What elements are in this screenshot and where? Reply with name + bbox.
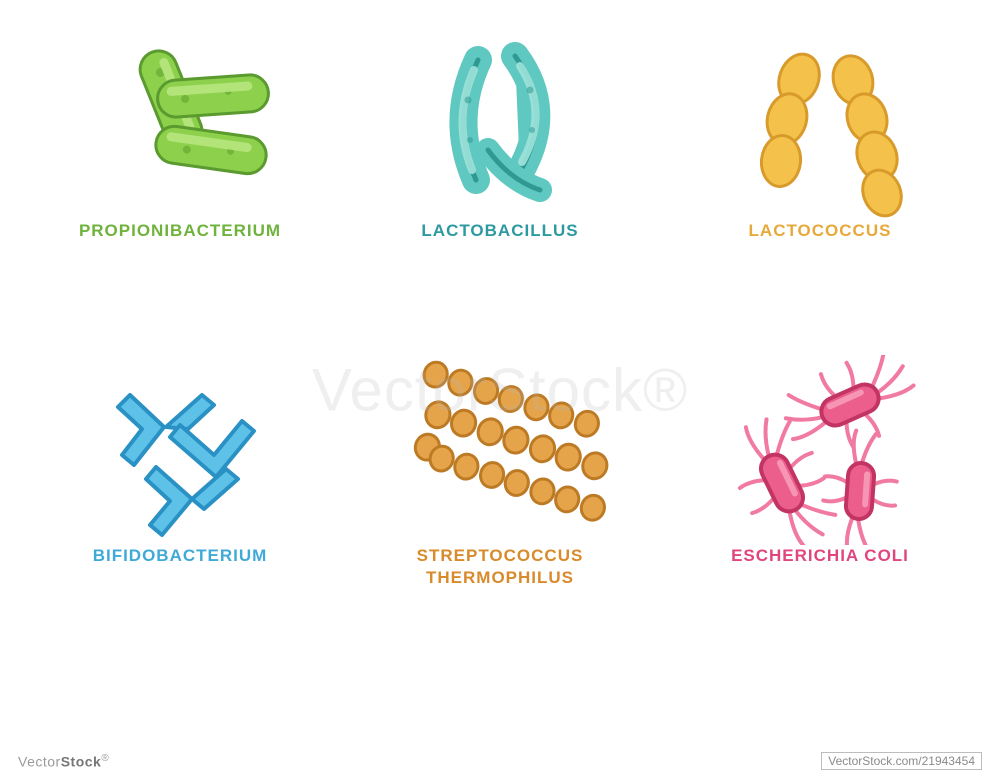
brand-suffix: Stock — [61, 754, 102, 770]
label-lactococcus: LACTOCOCCUS — [749, 220, 892, 242]
bifidobacterium-icon — [60, 355, 300, 545]
cell-propionibacterium: PROPIONIBACTERIUM — [20, 30, 340, 355]
label-bifidobacterium: BIFIDOBACTERIUM — [93, 545, 268, 567]
cell-streptococcus: STREPTOCOCCUS THERMOPHILUS — [340, 355, 660, 680]
cell-ecoli: ESCHERICHIA COLI — [660, 355, 980, 680]
ecoli-icon — [700, 355, 940, 545]
footer-image-id: VectorStock.com/21943454 — [821, 752, 982, 770]
label-lactobacillus: LACTOBACILLUS — [421, 220, 578, 242]
lactobacillus-icon — [380, 30, 620, 220]
label-propionibacterium: PROPIONIBACTERIUM — [79, 220, 281, 242]
footer: VectorStock® VectorStock.com/21943454 — [0, 752, 1000, 776]
label-ecoli: ESCHERICHIA COLI — [731, 545, 909, 567]
footer-brand: VectorStock® — [18, 753, 109, 770]
label-streptococcus: STREPTOCOCCUS THERMOPHILUS — [417, 545, 584, 589]
brand-reg: ® — [101, 753, 109, 764]
cell-lactobacillus: LACTOBACILLUS — [340, 30, 660, 355]
brand-prefix: Vector — [18, 754, 61, 770]
lactococcus-icon — [700, 30, 940, 220]
cell-bifidobacterium: BIFIDOBACTERIUM — [20, 355, 340, 680]
cell-lactococcus: LACTOCOCCUS — [660, 30, 980, 355]
propionibacterium-icon — [60, 30, 300, 220]
infographic-grid: PROPIONIBACTERIUM — [0, 0, 1000, 680]
streptococcus-icon — [380, 355, 620, 545]
